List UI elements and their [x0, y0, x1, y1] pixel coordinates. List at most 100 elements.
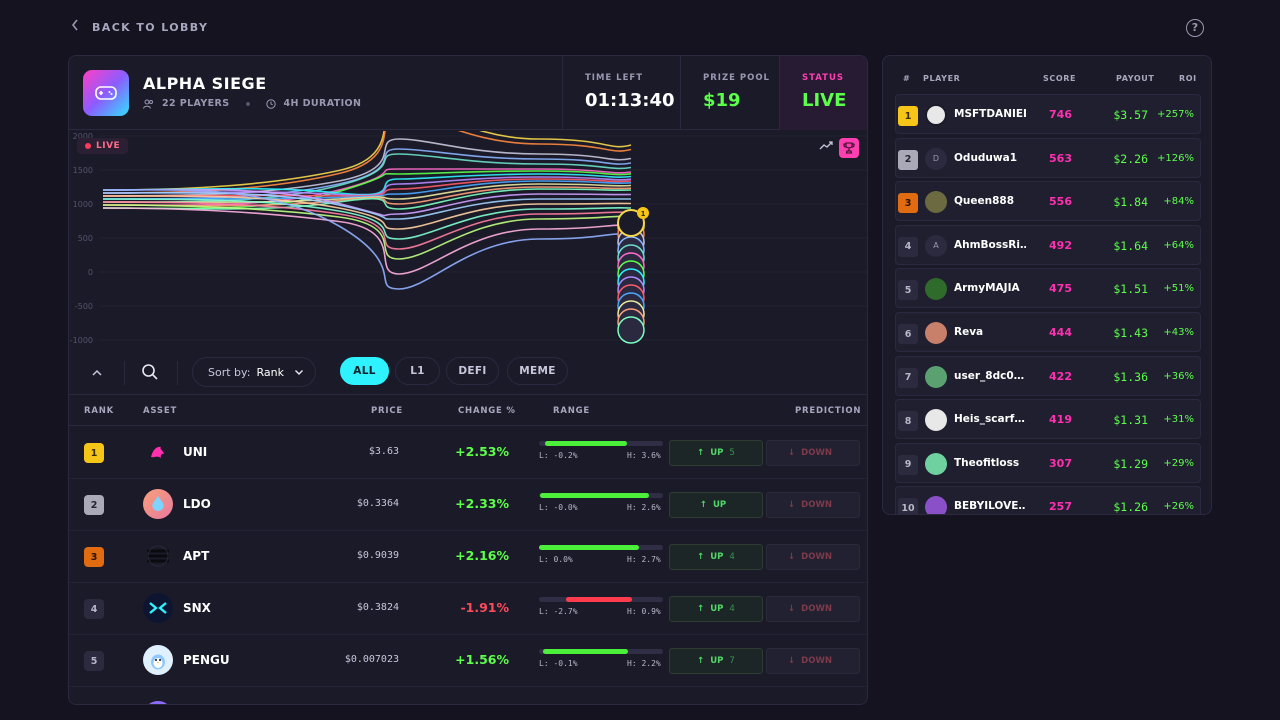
leaderboard-row[interactable]: 1 MSFTDANIEL 746 $3.57 +257% — [895, 94, 1201, 134]
filter-pill-meme[interactable]: MEME — [507, 357, 568, 385]
avatar — [925, 278, 947, 301]
leaderboard-panel: # PLAYER SCORE PAYOUT ROI 1 MSFTDANIEL 746… — [882, 55, 1212, 515]
asset-row: 3 APT $0.9039 +2.16% L: 0.0% H: 2.7% ↑ UP… — [69, 531, 867, 583]
clock-icon — [265, 98, 276, 109]
filter-pill-all[interactable]: ALL — [340, 357, 389, 385]
back-to-lobby-link[interactable]: BACK TO LOBBY — [70, 18, 208, 36]
predict-down-button[interactable]: ↓ DOWN — [766, 596, 860, 622]
leaderboard-row[interactable]: 3 Queen888 556 $1.84 +84% — [895, 181, 1201, 222]
avatar — [925, 409, 947, 432]
predict-down-button[interactable]: ↓ DOWN — [766, 544, 860, 570]
player-score: 419 — [1049, 413, 1072, 427]
predict-down-button[interactable]: ↓ DOWN — [766, 648, 860, 674]
search-button[interactable] — [141, 363, 161, 383]
predict-up-button[interactable]: ↑ UP 5 — [669, 440, 763, 466]
leaderboard-row[interactable]: 8 Heis_scarf… 419 $1.31 +31% — [895, 399, 1201, 440]
arrow-down-icon: ↓ — [788, 656, 796, 666]
lb-rank-badge: 5 — [898, 280, 918, 301]
trend-icon[interactable] — [817, 138, 835, 156]
chevron-up-icon — [92, 369, 102, 376]
lb-rank-badge: 2 — [898, 149, 918, 170]
range-bar — [539, 441, 663, 446]
predict-up-button[interactable]: ↑ UP — [669, 492, 763, 518]
trophy-icon[interactable] — [839, 138, 859, 158]
y-tick-label: 500 — [78, 234, 93, 243]
player-roi: +36% — [1163, 370, 1194, 382]
asset-row: 1 UNI $3.63 +2.53% L: -0.2% H: 3.6% ↑ UP 5… — [69, 427, 867, 479]
up-count: 4 — [729, 552, 735, 562]
asset-icon — [143, 701, 173, 704]
gamepad-icon — [95, 86, 117, 100]
avatar: D — [925, 147, 947, 170]
leaderboard-row[interactable]: 4 A AhmBossRi… 492 $1.64 +64% — [895, 224, 1201, 265]
chevron-left-icon — [70, 18, 80, 36]
up-label: UP — [710, 448, 724, 458]
leaderboard-row[interactable]: 7 user_8dc0… 422 $1.36 +36% — [895, 355, 1201, 396]
range-bar — [539, 597, 663, 602]
range-low: L: -2.7% — [539, 607, 578, 616]
asset-change: -1.91% — [460, 600, 509, 615]
live-badge: LIVE — [77, 138, 129, 154]
player-payout: $1.29 — [1113, 456, 1148, 471]
player-name: ArmyMAJIA — [954, 282, 1020, 295]
range-low: L: -0.2% — [539, 451, 578, 460]
predict-down-button[interactable]: ↓ DOWN — [766, 440, 860, 466]
up-count: 4 — [729, 604, 735, 614]
asset-price: $0.3824 — [356, 602, 399, 613]
leader-avatar-marker[interactable] — [617, 209, 645, 237]
up-count: 5 — [729, 448, 735, 458]
lb-rank-badge: 1 — [898, 106, 918, 126]
predict-up-button[interactable]: ↑ UP 4 — [669, 596, 763, 622]
predict-down-button[interactable]: ↓ DOWN — [766, 492, 860, 518]
down-label: DOWN — [801, 448, 832, 458]
help-icon[interactable]: ? — [1186, 19, 1204, 37]
lb-rank-badge: 9 — [898, 454, 918, 475]
player-score: 257 — [1049, 500, 1072, 514]
asset-row — [69, 687, 867, 705]
leaderboard-header: # PLAYER SCORE PAYOUT ROI — [883, 56, 1211, 96]
range-bar — [539, 704, 663, 705]
leaderboard-row[interactable]: 9 Theofitloss 307 $1.29 +29% — [895, 442, 1201, 483]
asset-name: APT — [183, 549, 210, 563]
lb-col-score: SCORE — [1043, 74, 1077, 83]
back-label: BACK TO LOBBY — [92, 20, 209, 34]
predict-up-button[interactable]: ↑ UP 4 — [669, 544, 763, 570]
arrow-up-icon: ↑ — [697, 448, 705, 458]
divider — [124, 361, 125, 385]
status-stat: STATUS LIVE — [779, 56, 867, 130]
player-score: 492 — [1049, 238, 1072, 252]
asset-change: +2.53% — [455, 444, 509, 459]
filter-pill-defi[interactable]: DEFI — [446, 357, 499, 385]
collapse-chart-button[interactable] — [87, 363, 107, 383]
separator-dot — [245, 101, 250, 106]
lb-rank-badge: 8 — [898, 411, 918, 432]
player-payout: $1.43 — [1113, 326, 1148, 340]
leaderboard-row[interactable]: 5 ArmyMAJIA 475 $1.51 +51% — [895, 268, 1201, 309]
player-name: Queen888 — [954, 195, 1015, 208]
avatar — [925, 191, 947, 214]
race-chart: 2000 1500 1000 500 0 -500 -1000 1 — [70, 131, 867, 345]
live-label: LIVE — [96, 141, 121, 151]
leaderboard-row[interactable]: 10 BEBYILOVE… 257 $1.26 +26% — [895, 486, 1201, 514]
player-score: 556 — [1049, 195, 1072, 209]
asset-name: SNX — [183, 601, 211, 615]
leaderboard-row[interactable]: 6 Reva 444 $1.43 +43% — [895, 312, 1201, 352]
range-high: H: 2.2% — [627, 659, 661, 668]
predict-up-button[interactable]: ↑ UP 7 — [669, 648, 763, 674]
col-asset: ASSET — [143, 406, 178, 416]
lb-col-payout: PAYOUT — [1116, 74, 1155, 83]
lb-col-player: PLAYER — [923, 74, 961, 83]
leaderboard-row[interactable]: 2 D Oduduwa1 563 $2.26 +126% — [895, 137, 1201, 178]
player-roi: +31% — [1163, 414, 1194, 426]
player-avatar-marker[interactable] — [617, 316, 645, 344]
prize-pool-stat: PRIZE POOL $19 — [680, 56, 779, 130]
sort-dropdown[interactable]: Sort by: Rank — [192, 357, 316, 387]
time-left-label: TIME LEFT — [585, 73, 644, 83]
player-roi: +64% — [1163, 239, 1194, 251]
player-payout: $1.31 — [1113, 413, 1148, 428]
game-header: ALPHA SIEGE 22 PLAYERS 4H DURATION TIME … — [69, 56, 867, 130]
players-count: 22 PLAYERS — [162, 98, 230, 109]
filter-pill-l1[interactable]: L1 — [395, 357, 440, 385]
lb-rank-badge: 4 — [898, 236, 918, 257]
player-line — [102, 178, 632, 197]
